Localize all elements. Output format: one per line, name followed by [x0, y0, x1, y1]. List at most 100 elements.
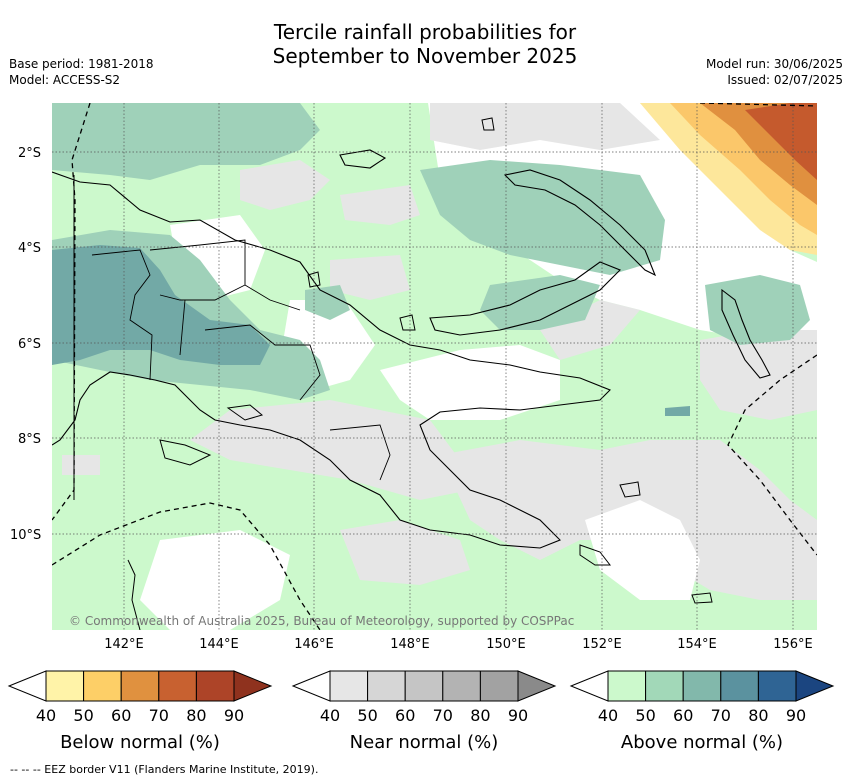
island-small-2 [481, 117, 495, 131]
colorbar-above-bin-70 [720, 670, 759, 702]
near-normal-zone-ns1 [240, 160, 330, 210]
province-boundaries [91, 239, 391, 481]
colorbar-above: 40 50 60 70 80 90 Above normal (%) [569, 670, 835, 753]
colorbar-above-title: Above normal (%) [621, 732, 783, 753]
lon-label-148e: 148°E [390, 637, 430, 652]
above-60-zone-bougainville [705, 275, 810, 345]
colorbar-above-tick-40: 40 [598, 706, 618, 725]
colorbar-near-tick-50: 50 [357, 706, 377, 725]
colorbar-below-high-extension [233, 670, 273, 702]
cape-york-coastline [127, 559, 141, 630]
islands-milne-bay [579, 544, 612, 566]
colorbar-near-tick-60: 60 [395, 706, 415, 725]
colorbar-near-tick-40: 40 [320, 706, 340, 725]
colorbar-near-bin-40 [329, 670, 369, 702]
above-70-zone-tiny [665, 406, 690, 416]
above-60-zone-small [305, 285, 350, 320]
lat-label-4s: 4°S [18, 241, 41, 256]
above-70-zone-west [52, 245, 270, 365]
graticule [52, 103, 817, 630]
white-zone-huon [380, 345, 560, 420]
near-normal-zone-c2 [540, 300, 640, 360]
lat-label-8s: 8°S [18, 432, 41, 447]
lat-label-2s: 2°S [18, 146, 41, 161]
eez-legend-note: -- -- -- EEZ border V11 (Flanders Marine… [10, 763, 319, 776]
lon-label-156e: 156°E [773, 637, 813, 652]
colorbar-below-tick-60: 60 [111, 706, 131, 725]
near-normal-zone-c1 [330, 255, 410, 300]
colorbar-above-bin-80 [757, 670, 797, 702]
colorbar-above-bin-60 [682, 670, 722, 702]
near-normal-zone-e [700, 330, 817, 420]
eez-border-east [727, 354, 817, 556]
colorbar-above-tick-90: 90 [786, 706, 806, 725]
island-small-1 [399, 314, 416, 331]
island-small-4 [619, 481, 641, 498]
colorbar-below-bin-80 [195, 670, 235, 702]
colorbar-below-tick-80: 80 [186, 706, 206, 725]
map-title-line2: September to November 2025 [272, 44, 578, 68]
frederik-hendrik-island [159, 439, 212, 466]
longitude-labels: 142°E 144°E 146°E 148°E 150°E 152°E 154°… [104, 637, 813, 652]
island-small-3 [307, 271, 321, 288]
colorbar-near-bin-80 [479, 670, 519, 702]
lon-label-150e: 150°E [486, 637, 526, 652]
colorbar-near-tick-90: 90 [508, 706, 528, 725]
colorbar-near-title: Near normal (%) [350, 732, 499, 753]
colorbar-below-tick-40: 40 [36, 706, 56, 725]
new-britain-coastline [429, 261, 621, 336]
colorbar-above-tick-70: 70 [711, 706, 731, 725]
probability-fields [52, 103, 817, 630]
colorbar-near-tick-80: 80 [470, 706, 490, 725]
colorbar-near-low-extension [291, 670, 331, 702]
above-60-zone-nw [52, 103, 320, 180]
colorbar-near-bin-50 [367, 670, 406, 702]
eez-border-west [52, 103, 91, 521]
lon-label-152e: 152°E [582, 637, 622, 652]
colorbar-above-bin-50 [645, 670, 684, 702]
above-60-zone-png-north [480, 275, 600, 330]
colorbar-above-tick-60: 60 [673, 706, 693, 725]
model-name: Model: ACCESS-S2 [9, 73, 121, 87]
lat-label-6s: 6°S [18, 337, 41, 352]
issued-date: Issued: 02/07/2025 [727, 73, 843, 87]
colorbar-below-tick-90: 90 [224, 706, 244, 725]
lon-label-146e: 146°E [294, 637, 334, 652]
near-normal-zone-ns2 [340, 185, 420, 225]
colorbar-below: 40 50 60 70 80 90 Below normal (%) [7, 670, 273, 753]
colorbar-above-tick-80: 80 [748, 706, 768, 725]
above-60-zone-newbritain [420, 160, 665, 275]
latitude-labels: 2°S 4°S 6°S 8°S 10°S [10, 146, 41, 543]
colorbar-above-high-extension [795, 670, 835, 702]
colorbar-near-bin-60 [404, 670, 444, 702]
colorbar-below-bin-40 [45, 670, 85, 702]
colorbar-above-tick-50: 50 [635, 706, 655, 725]
colorbar-above-bin-40 [607, 670, 647, 702]
colorbar-near-bin-70 [442, 670, 481, 702]
new-ireland-coastline [503, 169, 657, 277]
colorbar-below-bin-70 [158, 670, 197, 702]
colorbar-below-bin-50 [83, 670, 122, 702]
below-80-zone [745, 103, 817, 180]
model-run: Model run: 30/06/2025 [705, 57, 843, 71]
colorbar-below-title: Below normal (%) [60, 732, 220, 753]
lon-label-144e: 144°E [199, 637, 239, 652]
colorbar-near-tick-70: 70 [433, 706, 453, 725]
lon-label-142e: 142°E [104, 637, 144, 652]
white-zone-solomon-sea [585, 500, 700, 600]
copyright-notice: © Commonwealth of Australia 2025, Bureau… [69, 614, 574, 628]
colorbar-above-low-extension [569, 670, 609, 702]
colorbar-below-low-extension [7, 670, 47, 702]
colorbar-below-tick-50: 50 [73, 706, 93, 725]
near-normal-zone-n [430, 103, 660, 150]
colorbar-below-tick-70: 70 [149, 706, 169, 725]
near-normal-zone-sw [340, 520, 470, 585]
near-normal-zone-w [62, 455, 100, 475]
map-title-line1: Tercile rainfall probabilities for [273, 20, 577, 44]
fly-delta-islands [226, 404, 264, 421]
eez-border-north [699, 103, 817, 107]
base-period: Base period: 1981-2018 [9, 57, 154, 71]
lon-label-154e: 154°E [677, 637, 717, 652]
near-normal-zone-gulf [190, 400, 470, 500]
island-small-5 [691, 592, 713, 604]
